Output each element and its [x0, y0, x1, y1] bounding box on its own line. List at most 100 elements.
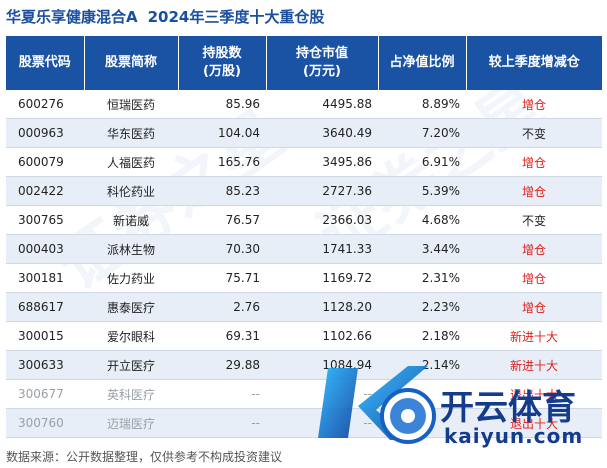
cell-shares: 2.76 — [178, 292, 266, 322]
cell-shares: 85.23 — [178, 176, 266, 206]
cell-code: 688617 — [6, 292, 84, 322]
cell-code: 300765 — [6, 205, 84, 235]
cell-ratio: 2.18% — [378, 321, 466, 351]
kaiyun-logo-icon — [318, 366, 436, 444]
table-row: 300633 开立医疗 29.88 1084.94 2.14% 新进十大 — [6, 350, 602, 380]
cell-shares: 69.31 — [178, 321, 266, 351]
cell-name: 新诺威 — [84, 205, 178, 235]
cell-name: 派林生物 — [84, 234, 178, 264]
cell-code: 002422 — [6, 176, 84, 206]
cell-name: 恒瑞医药 — [84, 90, 178, 119]
cell-code: 000403 — [6, 234, 84, 264]
cell-code: 300181 — [6, 263, 84, 293]
table-row: 600276 恒瑞医药 85.96 4495.88 8.89% 增仓 — [6, 90, 602, 119]
cell-name: 惠泰医疗 — [84, 292, 178, 322]
cell-shares: 70.30 — [178, 234, 266, 264]
cell-name: 爱尔眼科 — [84, 321, 178, 351]
cell-name: 华东医药 — [84, 118, 178, 148]
cell-ratio: 2.31% — [378, 263, 466, 293]
cell-value: 3495.86 — [266, 147, 378, 177]
cell-change: 增仓 — [466, 147, 602, 177]
cell-change: 新进十大 — [466, 321, 602, 351]
cell-change: 新进十大 — [466, 350, 602, 380]
cell-value: 3640.49 — [266, 118, 378, 148]
header-shares: 持股数 (万股) — [178, 36, 267, 90]
cell-name: 开立医疗 — [84, 350, 178, 380]
cell-change: 不变 — [466, 205, 602, 235]
cell-name: 迈瑞医疗 — [84, 408, 178, 438]
table-body: 600276 恒瑞医药 85.96 4495.88 8.89% 增仓 000963 华东医药 1… — [6, 90, 602, 438]
header-ratio: 占净值比例 — [378, 36, 467, 90]
cell-change: 退出十大 — [466, 408, 602, 438]
header-row: 股票代码 股票简称 持股数 (万股) 持仓市值 (万元) 占净值比例 较上季度增减仓 — [6, 36, 602, 90]
cell-ratio: 6.91% — [378, 147, 466, 177]
table-row: 000963 华东医药 104.04 3640.49 7.20% 不变 — [6, 118, 602, 148]
cell-code: 300760 — [6, 408, 84, 438]
page-title: 华夏乐享健康混合A 2024年三季度十大重仓股 — [6, 4, 324, 30]
cell-change: 增仓 — [466, 292, 602, 322]
table-row: 002422 科伦药业 85.23 2727.36 5.39% 增仓 — [6, 176, 602, 206]
data-source-note: 数据来源：公开数据整理，仅供参考不构成投资建议 — [6, 450, 283, 464]
cell-value: 1741.33 — [266, 234, 378, 264]
cell-name: 科伦药业 — [84, 176, 178, 206]
table-row: 000403 派林生物 70.30 1741.33 3.44% 增仓 — [6, 234, 602, 264]
cell-change: 不变 — [466, 118, 602, 148]
cell-value: 1102.66 — [266, 321, 378, 351]
table-row: 600079 人福医药 165.76 3495.86 6.91% 增仓 — [6, 147, 602, 177]
cell-shares: 104.04 — [178, 118, 266, 148]
header-value-label: 持仓市值 — [295, 46, 348, 61]
cell-name: 佐力药业 — [84, 263, 178, 293]
cell-shares: 85.96 — [178, 90, 266, 119]
cell-change: 增仓 — [466, 263, 602, 293]
cell-ratio: 2.14% — [378, 350, 466, 380]
cell-shares: 75.71 — [178, 263, 266, 293]
cell-ratio: 8.89% — [378, 90, 466, 119]
cell-change: 退出十大 — [466, 379, 602, 409]
cell-change: 增仓 — [466, 176, 602, 206]
cell-value: 1084.94 — [266, 350, 378, 380]
cell-value: 2727.36 — [266, 176, 378, 206]
cell-ratio: 7.20% — [378, 118, 466, 148]
cell-code: 000963 — [6, 118, 84, 148]
header-name: 股票简称 — [84, 36, 179, 90]
fund-name: 华夏乐享健康混合A — [6, 8, 138, 26]
cell-change: 增仓 — [466, 234, 602, 264]
cell-ratio: 3.44% — [378, 234, 466, 264]
cell-ratio: 2.23% — [378, 292, 466, 322]
cell-code: 600276 — [6, 90, 84, 119]
cell-shares: 76.57 — [178, 205, 266, 235]
table-row: 300765 新诺威 76.57 2366.03 4.68% 不变 — [6, 205, 602, 235]
cell-name: 英科医疗 — [84, 379, 178, 409]
table-row: 300677 英科医疗 -- -- 退出十大 — [6, 379, 602, 409]
header-value-unit: (万元) — [303, 64, 341, 79]
cell-code: 600079 — [6, 147, 84, 177]
logo-text: 开云体育 — [440, 388, 576, 428]
cell-shares: 29.88 — [178, 350, 266, 380]
cell-code: 300015 — [6, 321, 84, 351]
cell-value: 1128.20 — [266, 292, 378, 322]
header-shares-label: 持股数 — [202, 46, 242, 61]
cell-name: 人福医药 — [84, 147, 178, 177]
report-period: 2024年三季度十大重仓股 — [147, 8, 325, 26]
header-shares-unit: (万股) — [203, 64, 241, 79]
cell-value: 1169.72 — [266, 263, 378, 293]
cell-shares: 165.76 — [178, 147, 266, 177]
header-code: 股票代码 — [6, 36, 85, 90]
header-value: 持仓市值 (万元) — [266, 36, 379, 90]
logo-sub: kaiyun.com — [444, 424, 584, 448]
cell-shares: -- — [178, 408, 266, 438]
holdings-table: 股票代码 股票简称 持股数 (万股) 持仓市值 (万元) 占净值比例 较上季度增减仓… — [6, 36, 602, 438]
cell-value: 2366.03 — [266, 205, 378, 235]
table-row: 688617 惠泰医疗 2.76 1128.20 2.23% 增仓 — [6, 292, 602, 322]
cell-code: 300633 — [6, 350, 84, 380]
cell-ratio: 4.68% — [378, 205, 466, 235]
cell-code: 300677 — [6, 379, 84, 409]
table-row: 300015 爱尔眼科 69.31 1102.66 2.18% 新进十大 — [6, 321, 602, 351]
cell-value: -- — [266, 379, 378, 409]
cell-ratio: 5.39% — [378, 176, 466, 206]
cell-value: 4495.88 — [266, 90, 378, 119]
cell-shares: -- — [178, 379, 266, 409]
table-row: 300181 佐力药业 75.71 1169.72 2.31% 增仓 — [6, 263, 602, 293]
header-change: 较上季度增减仓 — [466, 36, 602, 90]
cell-change: 增仓 — [466, 90, 602, 119]
